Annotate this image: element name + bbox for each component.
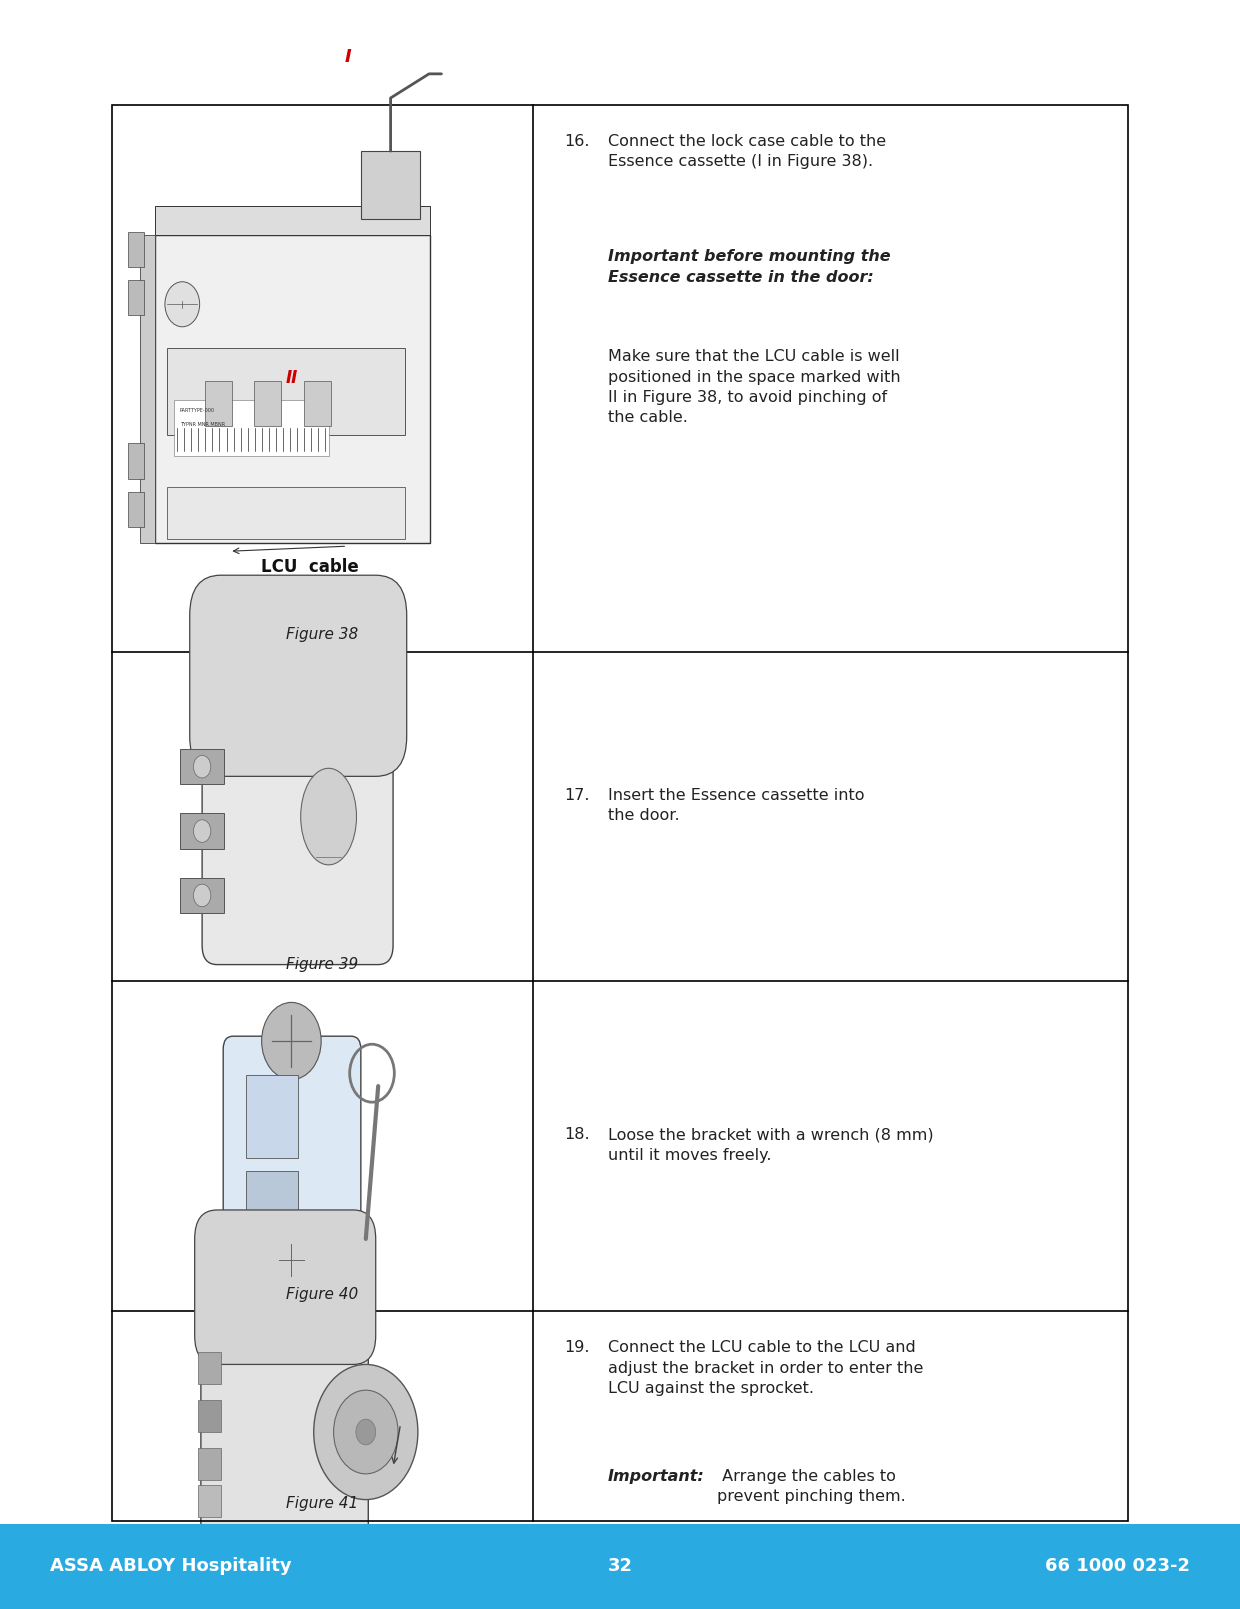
Bar (246, 1075, 298, 1158)
Ellipse shape (301, 769, 357, 866)
Text: 32: 32 (608, 1558, 632, 1575)
Bar (128, 232, 144, 267)
Circle shape (314, 1364, 418, 1500)
Text: Important:: Important: (608, 1469, 704, 1483)
Circle shape (272, 1234, 311, 1286)
Bar (167, 488, 405, 539)
Circle shape (193, 821, 211, 843)
Bar (128, 280, 144, 315)
FancyBboxPatch shape (201, 1279, 368, 1556)
Bar (174, 399, 329, 457)
Bar (155, 206, 430, 235)
Bar (205, 381, 232, 426)
Text: Connect the lock case cable to the
Essence cassette (I in Figure 38).: Connect the lock case cable to the Essen… (608, 134, 885, 169)
Bar (0, 1524, 1240, 1609)
FancyBboxPatch shape (195, 1210, 376, 1364)
Text: Figure 40: Figure 40 (286, 1287, 358, 1302)
Text: Loose the bracket with a wrench (8 mm)
until it moves freely.: Loose the bracket with a wrench (8 mm) u… (608, 1126, 934, 1163)
Text: ASSA ABLOY Hospitality: ASSA ABLOY Hospitality (50, 1558, 291, 1575)
FancyBboxPatch shape (223, 1036, 361, 1263)
Bar (198, 1352, 221, 1384)
Text: Figure 38: Figure 38 (286, 628, 358, 642)
Text: Important before mounting the
Essence cassette in the door:: Important before mounting the Essence ca… (608, 249, 890, 285)
Bar (180, 814, 224, 850)
Text: 18.: 18. (564, 1126, 590, 1142)
Text: Make sure that the LCU cable is well
positioned in the space marked with
II in F: Make sure that the LCU cable is well pos… (608, 349, 900, 425)
Bar (180, 750, 224, 785)
Bar (246, 1171, 298, 1239)
Text: Insert the Essence cassette into
the door.: Insert the Essence cassette into the doo… (608, 788, 864, 824)
Bar (180, 879, 224, 914)
Text: I: I (345, 48, 352, 66)
Text: 19.: 19. (564, 1340, 590, 1355)
Text: PARTTYPE-000: PARTTYPE-000 (180, 409, 215, 414)
Bar (254, 381, 281, 426)
Text: 17.: 17. (564, 788, 590, 803)
Bar (198, 1400, 221, 1432)
Circle shape (193, 756, 211, 779)
Text: 16.: 16. (564, 134, 590, 148)
Bar (198, 1485, 221, 1517)
Text: Connect the LCU cable to the LCU and
adjust the bracket in order to enter the
LC: Connect the LCU cable to the LCU and adj… (608, 1340, 923, 1397)
Bar (167, 348, 405, 434)
Circle shape (334, 1390, 398, 1474)
Bar (198, 1448, 221, 1480)
Bar (304, 381, 331, 426)
Text: Figure 41: Figure 41 (286, 1496, 358, 1511)
Circle shape (262, 1002, 321, 1080)
Bar (155, 235, 430, 544)
Text: 66 1000 023-2: 66 1000 023-2 (1045, 1558, 1190, 1575)
Text: LCU  cable: LCU cable (262, 558, 358, 576)
FancyBboxPatch shape (202, 677, 393, 965)
Circle shape (165, 282, 200, 327)
Bar (128, 492, 144, 528)
Bar (361, 151, 420, 219)
Circle shape (193, 885, 211, 907)
Bar (128, 444, 144, 479)
Text: Arrange the cables to
prevent pinching them.: Arrange the cables to prevent pinching t… (717, 1469, 905, 1504)
Circle shape (356, 1419, 376, 1445)
Text: Figure 39: Figure 39 (286, 957, 358, 972)
Bar (140, 235, 155, 544)
Text: TYPNR MNR MBNR: TYPNR MNR MBNR (180, 423, 224, 428)
FancyBboxPatch shape (190, 576, 407, 777)
Text: II: II (285, 368, 298, 388)
